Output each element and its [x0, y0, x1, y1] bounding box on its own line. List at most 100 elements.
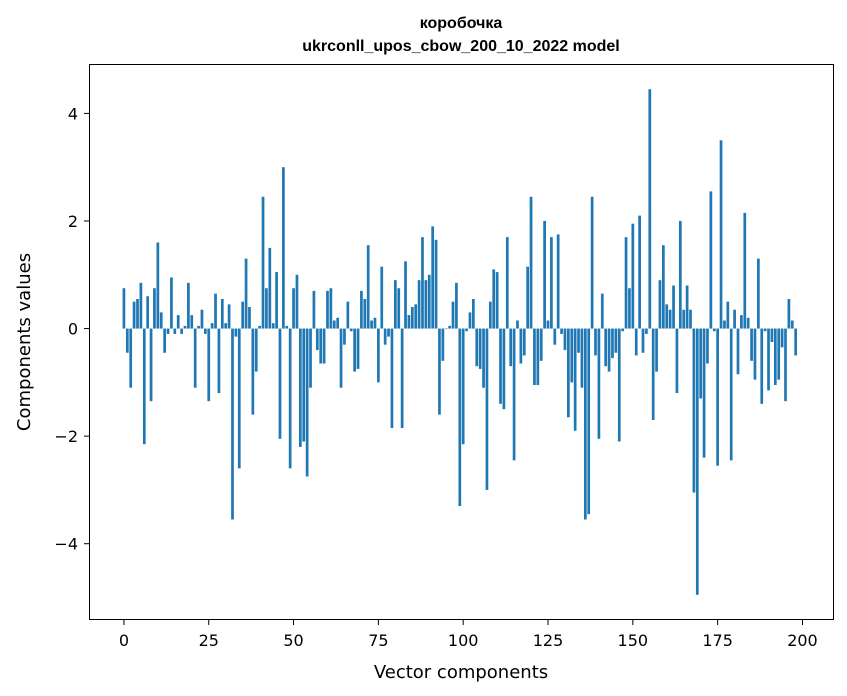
bar-186 [753, 328, 757, 380]
bar-198 [794, 328, 798, 356]
bar-22 [197, 325, 200, 329]
y-tick-label: 2 [68, 212, 78, 231]
bar-138 [590, 196, 594, 329]
bar-86 [414, 304, 418, 329]
bar-62 [332, 320, 336, 329]
y-tick-label: 4 [68, 104, 78, 123]
bar-31 [227, 304, 231, 329]
bar-108 [488, 301, 492, 329]
x-tick-label: 150 [618, 631, 649, 650]
bar-78 [387, 328, 390, 337]
bar-39 [254, 328, 258, 372]
x-tick-label: 175 [702, 631, 733, 650]
bar-46 [278, 328, 282, 439]
bar-132 [570, 328, 574, 383]
bar-122 [536, 328, 540, 386]
bar-137 [587, 328, 591, 515]
x-axis-label: Vector components [374, 662, 548, 683]
bar-44 [271, 323, 275, 329]
bar-127 [553, 328, 557, 345]
bar-134 [577, 328, 580, 353]
bar-24 [203, 328, 207, 334]
bar-66 [346, 301, 350, 329]
bar-123 [539, 328, 543, 361]
bar-34 [237, 328, 241, 469]
bar-91 [431, 226, 435, 329]
bar-93 [438, 328, 441, 415]
bar-99 [458, 328, 462, 507]
bar-72 [366, 245, 370, 329]
bar-55 [309, 328, 312, 388]
bar-112 [502, 328, 506, 410]
bar-29 [220, 298, 224, 329]
bar-38 [251, 328, 255, 415]
bar-142 [604, 328, 608, 367]
bar-197 [790, 320, 794, 329]
bar-178 [726, 301, 730, 329]
plot-frame [89, 64, 834, 620]
bar-181 [736, 328, 740, 375]
bar-105 [478, 328, 482, 369]
bar-125 [546, 320, 550, 329]
bar-85 [410, 307, 414, 329]
bar-150 [631, 223, 635, 329]
bar-45 [275, 272, 278, 329]
x-tick-label: 25 [199, 631, 219, 650]
bar-153 [641, 328, 645, 353]
bar-84 [407, 315, 411, 329]
bar-50 [292, 288, 295, 329]
bar-19 [187, 282, 190, 329]
bar-183 [743, 212, 747, 329]
bar-59 [322, 328, 326, 364]
bar-161 [668, 309, 672, 329]
bar-196 [787, 298, 791, 329]
bar-28 [217, 328, 221, 394]
y-axis-ticks: −4 −2 0 2 4 [54, 104, 90, 554]
bar-148 [624, 237, 628, 329]
bar-126 [550, 237, 553, 329]
bar-163 [675, 328, 679, 394]
bar-64 [339, 328, 343, 388]
bar-151 [634, 328, 638, 356]
bar-51 [295, 274, 299, 329]
bar-190 [767, 328, 770, 391]
bar-168 [692, 328, 696, 493]
bar-185 [750, 328, 753, 361]
bar-92 [434, 239, 438, 329]
bar-69 [356, 328, 360, 369]
bar-109 [492, 269, 496, 329]
x-tick-label: 75 [368, 631, 388, 650]
bar-143 [607, 328, 611, 372]
bar-26 [210, 323, 214, 329]
bar-188 [760, 328, 764, 404]
bar-27 [214, 293, 217, 329]
bar-157 [655, 328, 658, 372]
bar-113 [505, 237, 509, 329]
bar-135 [580, 328, 584, 388]
bar-117 [519, 328, 523, 364]
x-tick-label: 50 [283, 631, 303, 650]
bar-3 [132, 301, 136, 329]
bar-173 [709, 191, 713, 329]
bar-162 [672, 285, 675, 329]
bar-96 [448, 325, 451, 329]
bar-81 [397, 288, 401, 329]
bar-8 [149, 328, 153, 402]
bar-12 [163, 328, 166, 353]
y-tick-label: −2 [54, 427, 78, 446]
bar-147 [621, 328, 625, 332]
bar-189 [763, 328, 767, 332]
bar-169 [695, 328, 699, 595]
bar-195 [784, 328, 787, 402]
bar-118 [522, 328, 526, 356]
bar-180 [733, 309, 736, 329]
bar-52 [298, 328, 302, 447]
bar-18 [183, 325, 187, 329]
bar-194 [780, 328, 784, 348]
bar-171 [702, 328, 706, 458]
bar-14 [170, 277, 173, 329]
bar-70 [360, 290, 363, 329]
bar-5 [139, 282, 143, 329]
bar-170 [699, 328, 703, 399]
bar-88 [421, 237, 424, 329]
